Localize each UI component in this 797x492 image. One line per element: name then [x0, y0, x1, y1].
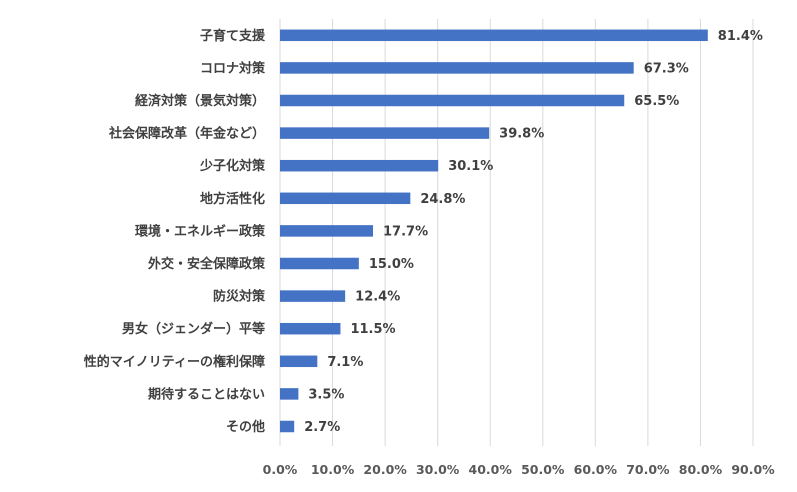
category-label: 社会保障改革（年金など） — [108, 126, 265, 142]
gridlines — [279, 19, 754, 446]
bar — [280, 159, 439, 172]
x-tick-label: 90.0% — [731, 462, 775, 477]
x-tick-label: 0.0% — [263, 462, 298, 477]
category-label: 男女（ジェンダー）平等 — [122, 321, 265, 337]
bar — [280, 94, 625, 107]
x-tick-label: 30.0% — [416, 462, 460, 477]
bar — [280, 62, 634, 74]
category-label: 期待することはない — [148, 386, 265, 402]
value-label: 39.8% — [499, 127, 544, 142]
x-tick-label: 20.0% — [363, 462, 407, 477]
value-label: 81.4% — [718, 29, 763, 44]
category-label: 地方活性化 — [200, 191, 265, 207]
x-tick-label: 40.0% — [469, 462, 513, 477]
x-tick-label: 10.0% — [311, 462, 355, 477]
value-label: 30.1% — [448, 159, 493, 174]
value-label: 7.1% — [327, 355, 363, 370]
value-label: 12.4% — [355, 290, 400, 305]
category-label: 外交・安全保障政策 — [147, 256, 266, 272]
bars — [280, 29, 708, 433]
category-label: 経済対策（景気対策） — [135, 93, 265, 109]
value-label: 17.7% — [383, 224, 428, 239]
x-tick-labels: 0.0% 10.0% 20.0% 30.0% 40.0% 50.0% 60.0% 70.0% 8… — [263, 462, 775, 477]
value-label: 11.5% — [350, 322, 395, 337]
category-label: 性的マイノリティーの権利保障 — [84, 354, 265, 370]
bar — [280, 192, 411, 205]
value-label: 67.3% — [644, 61, 689, 76]
bar — [280, 127, 490, 139]
value-labels: 81.4% 67.3% 65.5% 39.8% 30.1% 24.8% 17.7% 15.0%… — [304, 29, 763, 435]
category-label: 防災対策 — [213, 289, 266, 305]
bar — [280, 29, 708, 42]
x-tick-label: 50.0% — [521, 462, 565, 477]
bar — [280, 420, 295, 433]
value-label: 15.0% — [369, 257, 414, 272]
category-label: コロナ対策 — [200, 60, 266, 76]
bar — [280, 355, 318, 368]
category-label: その他 — [226, 419, 265, 435]
category-label: 環境・エネルギー政策 — [135, 223, 266, 239]
bar — [280, 322, 341, 335]
x-tick-label: 80.0% — [679, 462, 723, 477]
value-label: 2.7% — [304, 420, 340, 435]
x-tick-label: 70.0% — [626, 462, 670, 477]
bar — [280, 388, 299, 400]
bar — [280, 225, 374, 237]
value-label: 3.5% — [308, 387, 344, 402]
value-label: 24.8% — [420, 192, 465, 207]
x-tick-label: 60.0% — [574, 462, 618, 477]
category-label: 少子化対策 — [199, 158, 266, 174]
value-label: 65.5% — [634, 94, 679, 109]
bar — [280, 257, 359, 270]
bar — [280, 290, 346, 302]
category-label: 子育て支援 — [200, 28, 266, 44]
